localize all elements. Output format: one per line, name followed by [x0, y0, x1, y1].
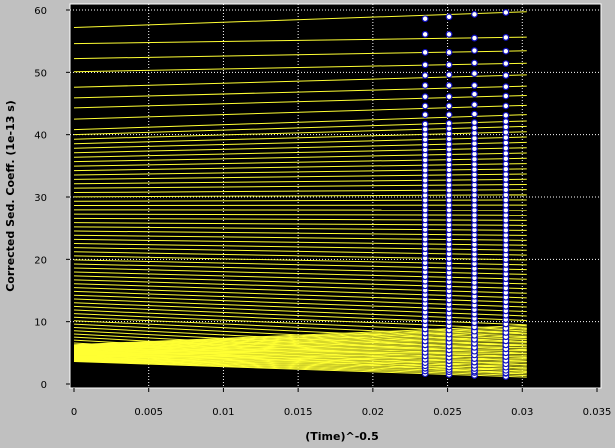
- data-point: [421, 30, 429, 38]
- data-point: [421, 111, 429, 119]
- data-point: [421, 82, 429, 89]
- data-point: [421, 61, 429, 69]
- data-point: [502, 60, 510, 68]
- data-point: [502, 47, 510, 55]
- data-point: [445, 61, 453, 69]
- y-tick-label: 30: [34, 193, 47, 204]
- data-point: [471, 47, 478, 54]
- y-tick-label: 10: [34, 318, 47, 329]
- data-point: [502, 83, 510, 91]
- data-point: [502, 92, 510, 100]
- data-point: [471, 90, 478, 98]
- y-tick-label: 60: [34, 6, 47, 17]
- data-point: [502, 9, 510, 16]
- data-point: [445, 119, 453, 127]
- data-point: [445, 30, 453, 38]
- data-point: [471, 70, 478, 77]
- data-point: [445, 71, 453, 79]
- x-tick-label: 0.005: [134, 407, 163, 418]
- data-point: [421, 120, 429, 128]
- y-tick-label: 50: [34, 68, 47, 79]
- data-point: [502, 118, 510, 125]
- data-point: [502, 111, 510, 119]
- data-point: [445, 48, 453, 56]
- data-point: [502, 102, 510, 110]
- data-point: [471, 101, 478, 109]
- data-point: [445, 93, 453, 101]
- data-point: [445, 102, 453, 110]
- x-tick-label: 0.03: [511, 407, 533, 418]
- fit-line: [73, 36, 527, 45]
- data-point: [471, 82, 478, 89]
- y-tick-label: 40: [34, 131, 47, 142]
- y-tick-label: 20: [34, 255, 47, 266]
- x-tick-label: 0.02: [362, 407, 384, 418]
- y-tick-label: 0: [41, 380, 47, 391]
- data-points: [421, 9, 510, 380]
- x-tick-label: 0.035: [583, 407, 612, 418]
- data-point: [445, 82, 453, 89]
- data-point: [421, 102, 429, 110]
- data-point: [421, 48, 429, 56]
- data-point: [445, 13, 453, 21]
- data-point: [421, 93, 429, 101]
- data-point: [471, 10, 478, 18]
- data-point: [421, 72, 429, 79]
- data-point: [471, 110, 478, 118]
- data-point: [471, 34, 478, 42]
- data-point: [471, 59, 478, 67]
- data-point: [421, 15, 429, 23]
- x-tick-label: 0.01: [212, 407, 234, 418]
- fit-line: [73, 85, 527, 99]
- x-tick-label: 0.015: [284, 407, 313, 418]
- x-axis-label: (Time)^-0.5: [305, 430, 379, 443]
- data-point: [502, 34, 510, 41]
- x-tick-label: 0: [71, 407, 77, 418]
- y-axis-label: Corrected Sed. Coeff. (1e-13 s): [4, 100, 17, 292]
- axis-ticks: 0 0.005 0.01 0.015 0.02 0.025 0.03 0.035 0 10 20 30…: [34, 6, 611, 418]
- data-point: [471, 119, 478, 126]
- x-tick-label: 0.025: [433, 407, 462, 418]
- data-point: [445, 111, 453, 119]
- data-point: [502, 72, 510, 79]
